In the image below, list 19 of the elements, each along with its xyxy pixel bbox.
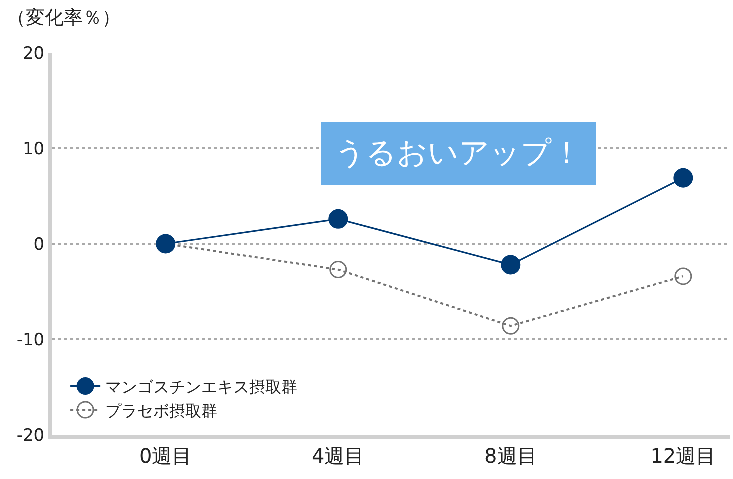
legend-label: マンゴスチンエキス摂取群 — [106, 378, 298, 396]
y-tick-label: -20 — [16, 426, 45, 446]
y-tick-label: 0 — [34, 234, 45, 255]
point — [674, 168, 694, 188]
annotation: うるおいアップ！ — [335, 136, 582, 171]
y-tick-label: -10 — [16, 330, 45, 350]
y-tick-label: 20 — [22, 44, 45, 64]
x-tick-label: 8週目 — [484, 444, 538, 468]
point — [674, 268, 692, 286]
y-tick-label: 10 — [22, 139, 45, 160]
point — [328, 209, 348, 229]
point — [501, 255, 521, 275]
x-tick-label: 12週目 — [650, 444, 716, 468]
point — [502, 317, 520, 335]
x-tick-label: 0週目 — [139, 444, 192, 468]
x-tick-label: 4週目 — [312, 444, 365, 468]
point — [330, 261, 348, 279]
y-axis-title: （変化率％） — [7, 7, 121, 29]
legend-label: プラセボ摂取群 — [106, 401, 218, 420]
